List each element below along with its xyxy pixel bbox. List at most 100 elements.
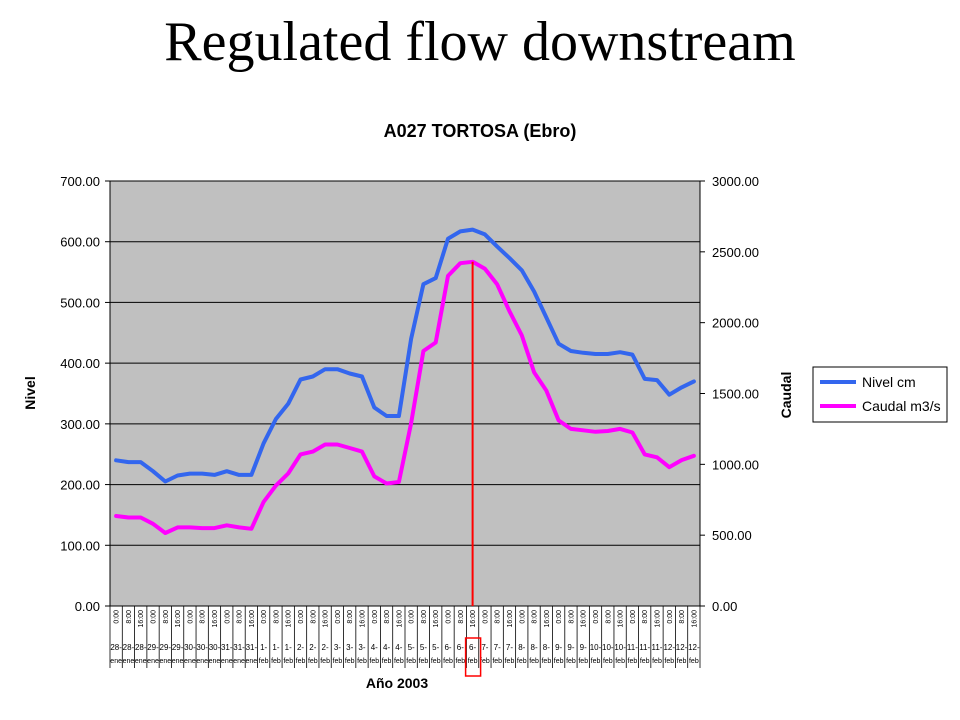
plot-area	[109, 180, 701, 607]
x-tick-label-day: 28-	[135, 643, 147, 652]
x-tick-label-day: 10-	[614, 643, 626, 652]
x-tick-label-month: feb	[455, 658, 465, 665]
x-tick-label-month: ene	[184, 658, 196, 665]
x-tick-label-day: 1-	[260, 643, 267, 652]
x-tick-label-day: 30-	[184, 643, 196, 652]
legend: Nivel cm Caudal m3/s	[812, 366, 948, 423]
x-tick-label-month: ene	[172, 658, 184, 665]
x-tick-label-month: feb	[308, 658, 318, 665]
series-layer	[114, 227, 696, 535]
chart-title: A027 TORTOSA (Ebro)	[384, 121, 577, 141]
legend-box	[812, 366, 948, 423]
x-tick-label-month: feb	[320, 658, 330, 665]
x-tick-label-month: feb	[566, 658, 576, 665]
x-tick-label-day: 2-	[297, 643, 304, 652]
x-tick-label-month: feb	[419, 658, 429, 665]
x-tick-label-day: 9-	[580, 643, 587, 652]
marker-layer	[464, 261, 482, 677]
x-tick-label-month: feb	[271, 658, 281, 665]
x-tick-label-day: 5-	[432, 643, 439, 652]
x-tick-label-time: 8:00	[163, 610, 170, 624]
x-tick-label-month: ene	[246, 658, 258, 665]
y-tick-label-left: 0.00	[75, 599, 100, 614]
x-tick-label-time: 16:00	[323, 610, 330, 628]
x-tick-label-day: 8-	[543, 643, 550, 652]
y-tick-label-right: 1500.00	[712, 387, 759, 402]
x-tick-label-day: 12-	[676, 643, 688, 652]
x-tick-label-time: 0:00	[593, 610, 600, 624]
x-tick-label-month: feb	[652, 658, 662, 665]
x-tick-label-month: feb	[431, 658, 441, 665]
x-tick-label-month: feb	[689, 658, 699, 665]
x-tick-label-month: feb	[394, 658, 404, 665]
x-tick-label-time: 0:00	[187, 610, 194, 624]
x-tick-label-time: 16:00	[691, 610, 698, 628]
x-tick-label-month: feb	[615, 658, 625, 665]
x-tick-label-month: feb	[628, 658, 638, 665]
x-tick-label-month: ene	[123, 658, 135, 665]
x-tick-label-month: feb	[517, 658, 527, 665]
x-tick-label-month: feb	[296, 658, 306, 665]
x-tick-label-day: 10-	[590, 643, 602, 652]
x-tick-label-day: 9-	[555, 643, 562, 652]
x-tick-label-month: ene	[233, 658, 245, 665]
x-tick-label-time: 8:00	[273, 610, 280, 624]
x-tick-label-time: 8:00	[237, 610, 244, 624]
x-tick-label-day: 4-	[371, 643, 378, 652]
x-tick-label-month: feb	[406, 658, 416, 665]
x-tick-label-day: 7-	[494, 643, 501, 652]
x-tick-label-month: feb	[369, 658, 379, 665]
x-tick-label-time: 8:00	[568, 610, 575, 624]
x-tick-label-time: 8:00	[347, 610, 354, 624]
x-tick-label-time: 16:00	[138, 610, 145, 628]
x-tick-label-month: feb	[492, 658, 502, 665]
x-tick-label-day: 30-	[209, 643, 221, 652]
x-tick-label-time: 8:00	[642, 610, 649, 624]
legend-label-0: Nivel cm	[862, 374, 916, 390]
x-tick-label-time: 0:00	[261, 610, 268, 624]
x-tick-label-day: 28-	[110, 643, 122, 652]
x-tick-label-month: feb	[468, 658, 478, 665]
x-tick-label-month: feb	[677, 658, 687, 665]
x-tick-label-day: 7-	[506, 643, 513, 652]
x-tick-label-time: 0:00	[409, 610, 416, 624]
x-tick-label-day: 29-	[160, 643, 172, 652]
x-tick-label-month: feb	[283, 658, 293, 665]
y-tick-label-left: 100.00	[60, 538, 100, 553]
x-tick-label-month: ene	[196, 658, 208, 665]
x-tick-label-time: 8:00	[421, 610, 428, 624]
x-tick-label-time: 8:00	[126, 610, 133, 624]
x-tick-label-month: ene	[147, 658, 159, 665]
x-tick-label-month: ene	[221, 658, 233, 665]
x-tick-label-time: 0:00	[482, 610, 489, 624]
x-tick-label-day: 7-	[481, 643, 488, 652]
x-tick-label-month: ene	[135, 658, 147, 665]
x-tick-label-time: 16:00	[175, 610, 182, 628]
x-tick-label-time: 8:00	[495, 610, 502, 624]
y-tick-label-right: 0.00	[712, 599, 737, 614]
x-tick-label-month: feb	[591, 658, 601, 665]
y-tick-label-right: 1000.00	[712, 457, 759, 472]
x-tick-label-time: 0:00	[446, 610, 453, 624]
x-tick-label-month: ene	[209, 658, 221, 665]
x-tick-label-time: 16:00	[581, 610, 588, 628]
x-tick-label-time: 16:00	[654, 610, 661, 628]
x-tick-label-month: ene	[110, 658, 122, 665]
highlight-box	[464, 637, 482, 677]
x-tick-label-day: 2-	[322, 643, 329, 652]
y-tick-label-left: 500.00	[60, 295, 100, 310]
y-axis-label-left: Nivel	[22, 376, 38, 409]
x-tick-label-time: 0:00	[298, 610, 305, 624]
x-tick-label-time: 0:00	[630, 610, 637, 624]
x-tick-label-day: 29-	[172, 643, 184, 652]
y-tick-label-left: 600.00	[60, 235, 100, 250]
x-tick-label-time: 0:00	[556, 610, 563, 624]
y-tick-label-left: 700.00	[60, 174, 100, 189]
x-tick-label-month: feb	[529, 658, 539, 665]
x-tick-label-time: 16:00	[433, 610, 440, 628]
x-tick-label-day: 31-	[246, 643, 258, 652]
x-tick-label-day: 31-	[233, 643, 245, 652]
x-tick-label-time: 16:00	[212, 610, 219, 628]
x-tick-label-time: 0:00	[114, 610, 121, 624]
x-tick-label-month: feb	[259, 658, 269, 665]
